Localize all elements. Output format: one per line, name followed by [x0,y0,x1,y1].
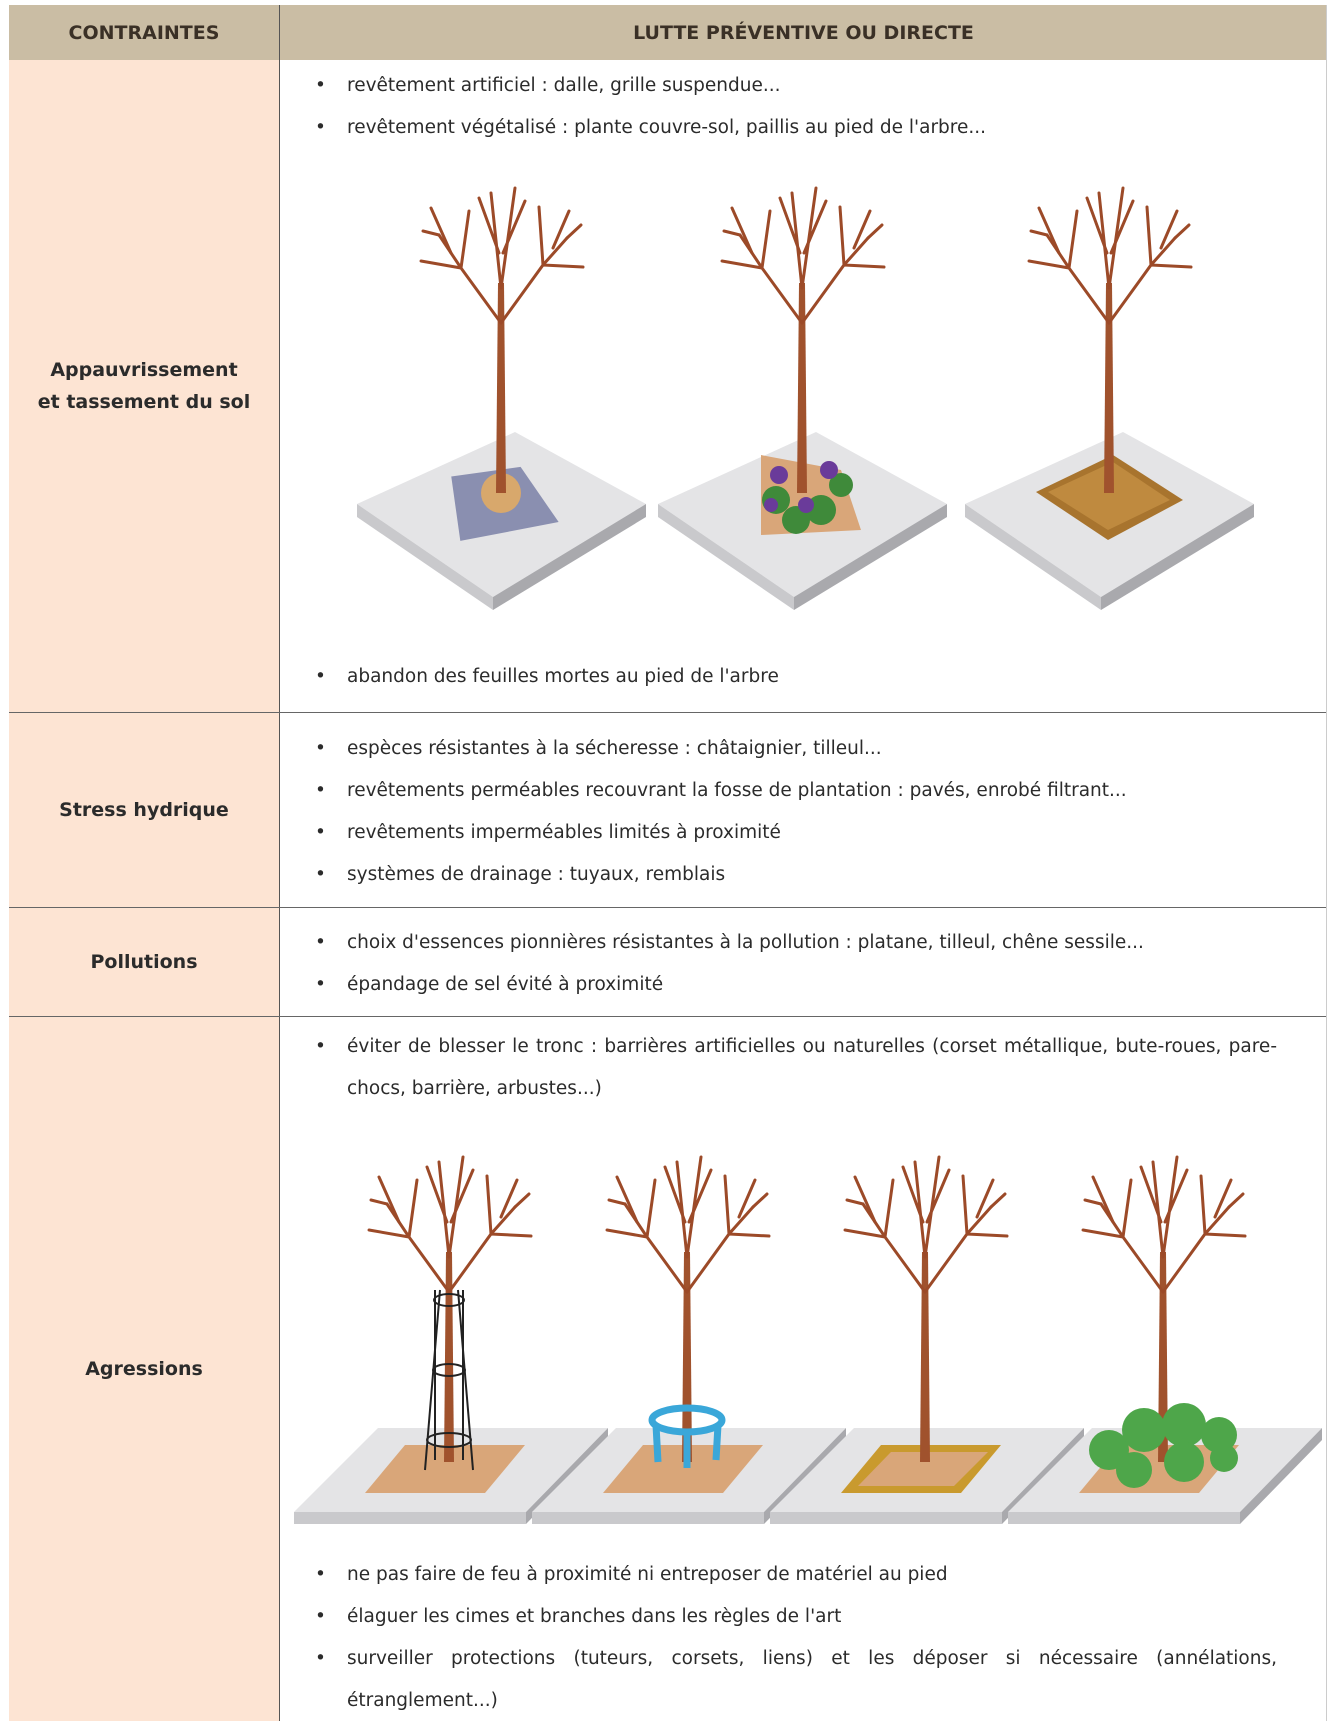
header-measures: LUTTE PRÉVENTIVE OU DIRECTE [280,5,1327,60]
measure-item: choix d'essences pionnières résistantes … [315,922,1277,964]
measure-item: revêtement artificiel : dalle, grille su… [315,65,1277,107]
illustration-row1 [357,186,1254,610]
constraint-label: Agressions [85,1357,203,1380]
measure-list: revêtement artificiel : dalle, grille su… [315,65,1277,149]
constraint-cell: Pollutions [9,907,280,1016]
constraint-cell: Agressions [9,1016,280,1721]
constraint-label: Appauvrissement [50,359,238,381]
measure-item: revêtements perméables recouvrant la fos… [315,770,1277,812]
measure-item: éviter de blesser le tronc : barrières a… [315,1026,1277,1110]
constraint-label: Pollutions [90,950,198,973]
measure-item: ne pas faire de feu à proximité ni entre… [315,1554,1277,1596]
measure-item: revêtement végétalisé : plante couvre-so… [315,107,1277,149]
measure-item: systèmes de drainage : tuyaux, remblais [315,854,1277,896]
measure-item: revêtements imperméables limités à proxi… [315,812,1277,854]
row-divider [9,907,1327,908]
constraint-cell: Appauvrissement et tassement du sol [9,60,280,712]
measure-item: surveiller protections (tuteurs, corsets… [315,1638,1277,1722]
table-border [1326,5,1327,1721]
illustration-row4 [294,1155,1322,1524]
measure-list: abandon des feuilles mortes au pied de l… [315,656,1277,698]
measure-item: abandon des feuilles mortes au pied de l… [315,656,1277,698]
measure-item: espèces résistantes à la sécheresse : ch… [315,728,1277,770]
constraint-label: et tassement du sol [37,391,251,413]
row-divider [9,1016,1327,1017]
row-divider [9,712,1327,713]
constraint-label: Stress hydrique [59,798,229,821]
measure-list: espèces résistantes à la sécheresse : ch… [315,728,1277,896]
measure-item: élaguer les cimes et branches dans les r… [315,1596,1277,1638]
measure-list: éviter de blesser le tronc : barrières a… [315,1026,1277,1110]
measure-item: épandage de sel évité à proximité [315,964,1277,1006]
measure-list: ne pas faire de feu à proximité ni entre… [315,1554,1277,1722]
measure-list: choix d'essences pionnières résistantes … [315,922,1277,1006]
header-constraints: CONTRAINTES [9,5,280,60]
constraint-cell: Stress hydrique [9,712,280,907]
